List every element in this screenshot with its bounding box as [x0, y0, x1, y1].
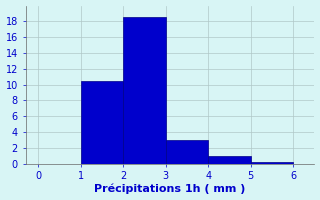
Bar — [251, 162, 293, 164]
Bar — [208, 156, 251, 164]
Bar — [81, 81, 123, 164]
Bar — [123, 17, 166, 164]
X-axis label: Précipitations 1h ( mm ): Précipitations 1h ( mm ) — [94, 184, 246, 194]
Bar — [166, 140, 208, 164]
